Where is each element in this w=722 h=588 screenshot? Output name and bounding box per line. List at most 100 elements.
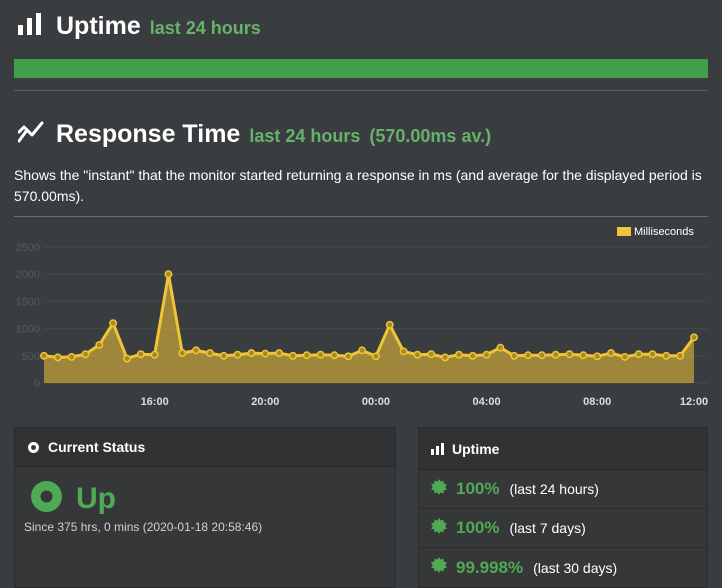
uptime-percent: 100% xyxy=(456,479,500,498)
data-point xyxy=(95,340,104,349)
x-tick-label: 16:00 xyxy=(141,396,169,408)
check-badge-icon xyxy=(431,517,447,539)
response-time-header: Response Time last 24 hours (570.00ms av… xyxy=(17,120,492,149)
y-tick-label: 500 xyxy=(22,351,40,363)
x-tick-label: 08:00 xyxy=(583,396,611,408)
current-status-header: Current Status xyxy=(15,428,395,467)
uptime-percent: 100% xyxy=(456,518,500,537)
bar-chart-icon xyxy=(18,13,44,40)
response-time-title: Response Time xyxy=(56,120,241,148)
data-point xyxy=(358,346,367,355)
data-point xyxy=(690,333,698,342)
data-point xyxy=(178,349,187,358)
uptime-title: Uptime xyxy=(56,12,141,40)
data-point xyxy=(219,351,228,360)
legend-swatch xyxy=(617,227,631,236)
uptime-panel-header: Uptime xyxy=(419,428,707,470)
data-point xyxy=(67,352,76,361)
data-point xyxy=(510,351,519,360)
data-point xyxy=(468,351,477,360)
data-point xyxy=(441,353,450,362)
divider xyxy=(14,216,708,217)
status-since: Since 375 hrs, 0 mins (2020-01-18 20:58:… xyxy=(24,520,263,534)
data-point xyxy=(109,319,118,328)
data-point xyxy=(288,351,297,360)
line-chart-icon xyxy=(17,121,44,148)
data-point xyxy=(413,350,422,359)
uptime-header: Uptime last 24 hours xyxy=(18,12,261,41)
data-point xyxy=(551,350,560,359)
divider xyxy=(14,90,708,91)
response-time-average: (570.00ms av.) xyxy=(369,126,492,146)
check-badge-icon xyxy=(431,478,447,500)
x-tick-label: 12:00 xyxy=(680,396,708,408)
y-tick-label: 2500 xyxy=(16,242,40,254)
uptime-subtitle: last 24 hours xyxy=(149,18,261,38)
response-line xyxy=(43,272,696,360)
data-point xyxy=(593,352,602,361)
data-point xyxy=(123,354,131,363)
x-tick-label: 20:00 xyxy=(251,396,279,408)
data-point xyxy=(385,320,394,329)
data-point xyxy=(371,352,380,361)
uptime-percent: 99.998% xyxy=(456,557,524,577)
data-point xyxy=(607,349,615,358)
data-point xyxy=(648,350,657,359)
data-point xyxy=(524,351,532,360)
data-point xyxy=(192,346,201,355)
status-dot-icon xyxy=(31,481,62,517)
uptime-item: 100% (last 24 hours) xyxy=(419,470,707,509)
data-point xyxy=(275,349,284,358)
data-point xyxy=(247,349,256,358)
legend-label: Milliseconds xyxy=(634,226,694,238)
data-point xyxy=(150,350,159,359)
response-time-subtitle: last 24 hours xyxy=(249,126,361,146)
data-point xyxy=(330,351,339,360)
data-point xyxy=(40,351,48,360)
data-point xyxy=(634,350,643,359)
dot-circle-icon xyxy=(27,441,40,454)
uptime-period: (last 30 days) xyxy=(533,559,618,576)
data-point xyxy=(482,350,491,359)
uptime-panel: Uptime 100% (last 24 hours) 100% (last 7 da… xyxy=(418,427,708,588)
data-point xyxy=(302,351,311,360)
data-point xyxy=(579,351,588,360)
data-point xyxy=(81,350,90,359)
current-status-panel: Current Status Up Since 375 hrs, 0 mins … xyxy=(14,427,396,588)
data-point xyxy=(344,352,353,361)
uptime-panel-title: Uptime xyxy=(452,440,500,457)
data-point xyxy=(676,351,685,360)
data-point xyxy=(206,349,214,358)
data-point xyxy=(261,349,270,358)
data-point xyxy=(164,270,173,279)
data-point xyxy=(620,352,629,361)
x-tick-label: 04:00 xyxy=(472,396,500,408)
data-point xyxy=(399,347,408,356)
y-tick-label: 0 xyxy=(34,378,40,390)
response-time-description: Shows the "instant" that the monitor sta… xyxy=(14,167,702,204)
data-point xyxy=(565,350,574,359)
uptime-item: 99.998% (last 30 days) xyxy=(419,548,707,587)
data-point xyxy=(537,351,546,360)
status-indicator: Up xyxy=(31,481,116,517)
y-tick-label: 1500 xyxy=(16,296,40,308)
response-time-chart: 0 500 1000 1500 2000 2500 16:00 20:00 00:00 04:0… xyxy=(16,226,709,408)
uptime-item: 100% (last 7 days) xyxy=(419,509,707,548)
uptime-period: (last 7 days) xyxy=(509,520,586,536)
data-point xyxy=(662,351,671,360)
data-point xyxy=(136,350,145,359)
bar-chart-icon xyxy=(431,442,444,455)
uptime-bar xyxy=(14,59,708,78)
status-text: Up xyxy=(76,482,116,515)
uptime-period: (last 24 hours) xyxy=(509,481,599,497)
data-point xyxy=(53,353,62,362)
data-point xyxy=(233,350,242,359)
data-point xyxy=(496,343,505,352)
check-badge-icon xyxy=(431,557,447,578)
data-point xyxy=(427,350,436,359)
current-status-title: Current Status xyxy=(48,439,146,455)
x-tick-label: 00:00 xyxy=(362,396,390,408)
y-tick-label: 1000 xyxy=(16,324,40,336)
y-tick-label: 2000 xyxy=(16,269,40,281)
chart-legend: Milliseconds xyxy=(617,226,694,238)
